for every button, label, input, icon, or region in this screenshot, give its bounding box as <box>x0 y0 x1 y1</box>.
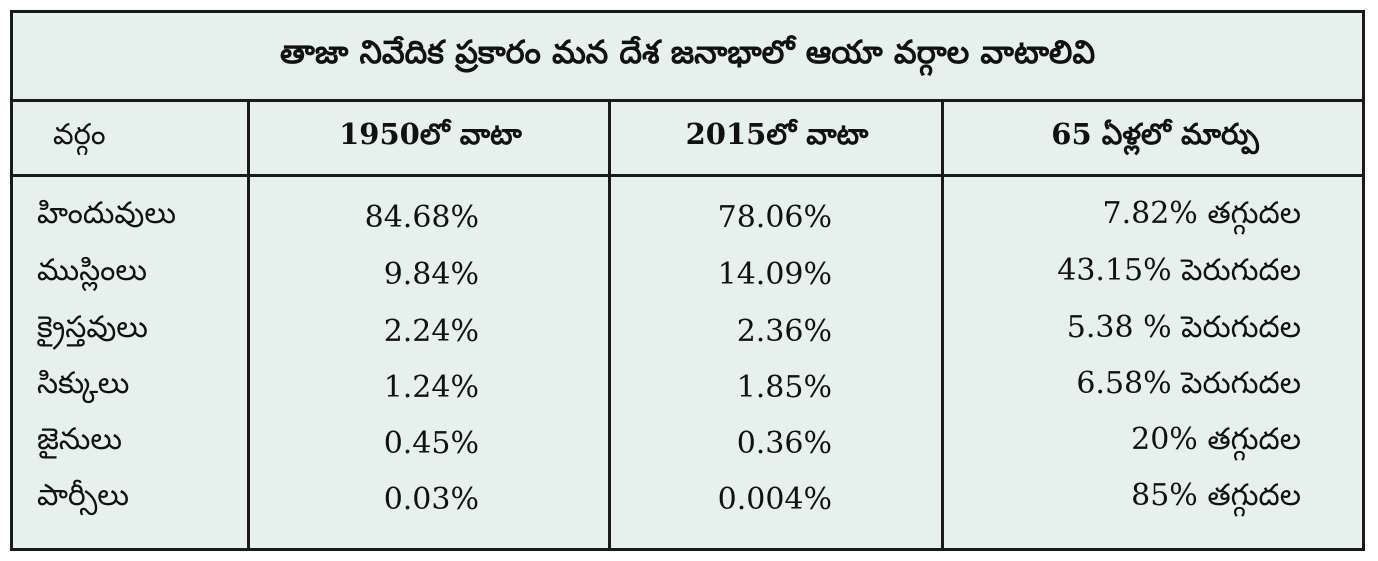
row-share-2015: 0.004% <box>717 481 832 517</box>
column-divider <box>247 102 250 548</box>
row-share-2015: 14.09% <box>717 256 832 292</box>
row-share-2015: 1.85% <box>736 369 832 405</box>
table-title: తాజా నివేదిక ప్రకారం మన దేశ జనాభాలో ఆయా … <box>13 13 1362 102</box>
row-category: పార్సీలు <box>37 478 129 513</box>
table-frame: తాజా నివేదిక ప్రకారం మన దేశ జనాభాలో ఆయా … <box>10 10 1365 551</box>
row-category: జైనులు <box>37 422 123 457</box>
header-change: 65 ఏళ్లలో మార్పు <box>1051 117 1259 151</box>
column-divider <box>941 102 944 548</box>
row-share-1950: 2.24% <box>383 313 479 349</box>
row-share-1950: 84.68% <box>364 199 479 235</box>
row-share-1950: 0.03% <box>383 481 479 517</box>
header-share-1950: 1950లో వాటా <box>339 117 522 151</box>
row-share-1950: 9.84% <box>383 256 479 292</box>
row-share-1950: 1.24% <box>383 369 479 405</box>
header-divider <box>13 174 1362 177</box>
row-change: 43.15% పెరుగుదల <box>1057 253 1301 288</box>
header-category: వర్గం <box>53 117 106 151</box>
row-change: 6.58% పెరుగుదల <box>1076 366 1301 401</box>
row-category: క్రైస్తవులు <box>37 310 148 345</box>
row-category: ముస్లింలు <box>37 253 148 288</box>
row-change: 20% తగ్గుదల <box>1131 422 1301 457</box>
column-divider <box>608 102 611 548</box>
row-share-2015: 0.36% <box>736 425 832 461</box>
row-share-1950: 0.45% <box>383 425 479 461</box>
row-category: సిక్కులు <box>37 366 130 401</box>
row-change: 5.38 % పెరుగుదల <box>1066 310 1301 345</box>
row-category: హిందువులు <box>37 196 177 231</box>
header-share-2015: 2015లో వాటా <box>685 117 869 151</box>
row-change: 7.82% తగ్గుదల <box>1102 196 1302 231</box>
row-change: 85% తగ్గుదల <box>1131 478 1301 513</box>
row-share-2015: 78.06% <box>717 199 832 235</box>
row-share-2015: 2.36% <box>736 313 832 349</box>
